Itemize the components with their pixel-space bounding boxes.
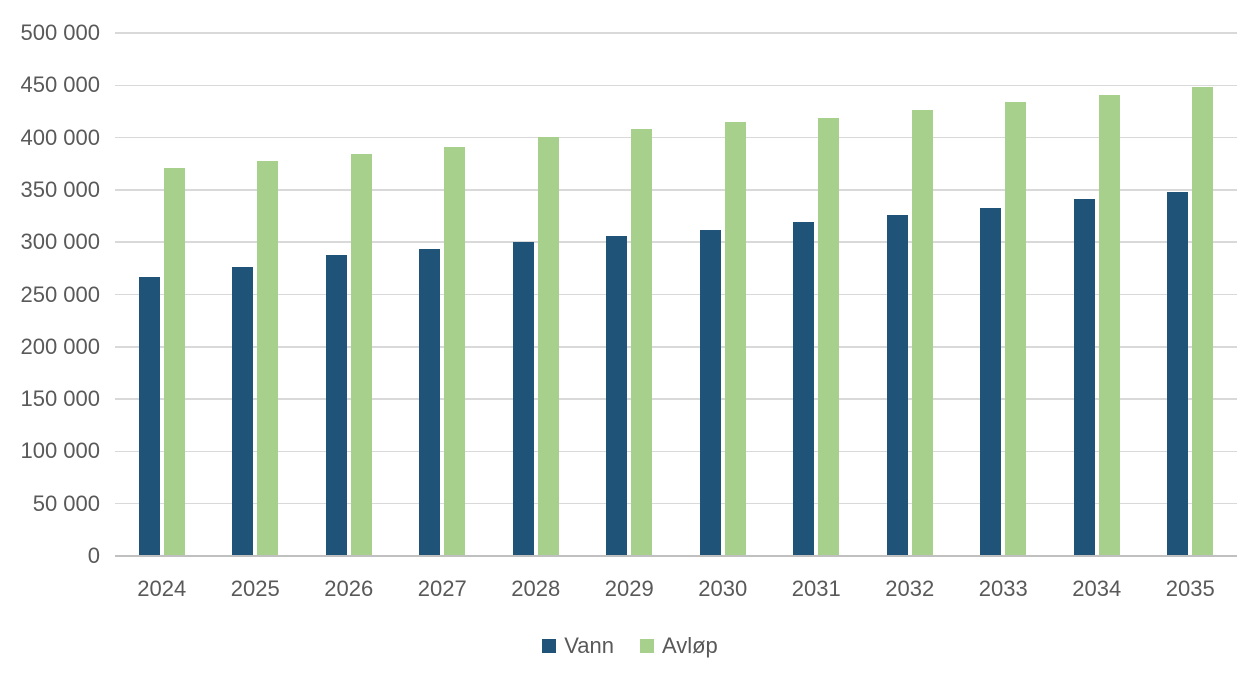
legend-label-avlop: Avløp xyxy=(661,633,718,658)
bar-avlop-2025 xyxy=(257,160,279,555)
gridline xyxy=(115,398,1237,400)
gridline xyxy=(115,84,1237,87)
bar-avlop-2032 xyxy=(911,110,933,555)
y-axis-tick-label: 200 000 xyxy=(20,333,100,359)
x-axis-line xyxy=(115,555,1237,557)
x-axis-tick-label: 2034 xyxy=(1072,576,1122,601)
legend-item-avlop: Avløp xyxy=(639,633,718,659)
x-axis-tick-label: 2029 xyxy=(604,576,654,601)
y-axis-tick-label: 500 000 xyxy=(20,20,100,45)
bar-vann-2031 xyxy=(793,222,815,555)
y-axis-tick-label: 100 000 xyxy=(20,438,100,464)
bar-avlop-2026 xyxy=(350,154,372,555)
y-axis-tick-label: 250 000 xyxy=(20,281,100,307)
y-axis-tick-label: 350 000 xyxy=(20,176,100,202)
bar-vann-2025 xyxy=(232,267,254,555)
gridline xyxy=(115,346,1237,348)
gridline xyxy=(115,450,1237,453)
gridline xyxy=(115,241,1237,243)
x-axis-tick-label: 2027 xyxy=(417,576,467,601)
bar-vann-2028 xyxy=(512,242,534,555)
gridline xyxy=(115,136,1237,139)
bar-vann-2030 xyxy=(699,229,721,555)
x-axis-tick-label: 2035 xyxy=(1165,576,1215,601)
bar-vann-2034 xyxy=(1073,199,1095,555)
bar-vann-2024 xyxy=(138,276,160,555)
bar-avlop-2029 xyxy=(631,129,653,555)
plot-area xyxy=(115,32,1237,557)
y-axis-tick-label: 450 000 xyxy=(20,72,100,98)
bar-avlop-2031 xyxy=(818,117,840,555)
bar-vann-2026 xyxy=(325,254,347,555)
y-axis-tick-label: 0 xyxy=(87,543,100,568)
legend-label-vann: Vann xyxy=(564,633,614,658)
bar-vann-2032 xyxy=(886,215,908,555)
y-axis-tick-label: 50 000 xyxy=(32,490,100,516)
x-axis-tick-label: 2030 xyxy=(698,576,748,601)
legend-swatch-avlop xyxy=(639,639,654,653)
x-axis-tick-label: 2031 xyxy=(791,576,841,601)
y-axis-tick-label: 300 000 xyxy=(20,229,100,255)
x-axis-tick-label: 2026 xyxy=(324,576,374,601)
bar-avlop-2024 xyxy=(163,167,185,555)
bar-avlop-2030 xyxy=(724,121,746,555)
y-axis-tick-label: 150 000 xyxy=(20,386,100,412)
x-axis-tick-label: 2024 xyxy=(137,576,187,601)
legend-swatch-vann xyxy=(542,639,557,653)
legend-item-vann: Vann xyxy=(542,633,614,659)
x-axis-labels: 2024 2025 2026 2027 2028 2029 2030 2031 2032 2033… xyxy=(115,576,1237,602)
bar-vann-2035 xyxy=(1167,192,1189,555)
bar-avlop-2027 xyxy=(444,147,466,555)
bar-vann-2029 xyxy=(606,235,628,555)
gridline xyxy=(115,32,1237,34)
bar-avlop-2035 xyxy=(1192,87,1214,555)
y-axis-labels: 0 50 000 100 000 150 000 200 000 250 000 300 0… xyxy=(0,0,100,675)
x-axis-tick-label: 2028 xyxy=(511,576,561,601)
bar-avlop-2034 xyxy=(1098,94,1120,555)
y-axis-tick-label: 400 000 xyxy=(20,124,100,150)
x-axis-tick-label: 2033 xyxy=(978,576,1028,601)
legend: Vann Avløp xyxy=(0,633,1260,659)
bar-avlop-2033 xyxy=(1005,102,1027,555)
gridline xyxy=(115,189,1237,191)
bar-avlop-2028 xyxy=(537,136,559,555)
bar-vann-2033 xyxy=(980,207,1002,555)
bar-vann-2027 xyxy=(419,248,441,555)
gridline xyxy=(115,502,1237,505)
x-axis-tick-label: 2032 xyxy=(885,576,935,601)
x-axis-tick-label: 2025 xyxy=(230,576,280,601)
gridline xyxy=(115,293,1237,296)
